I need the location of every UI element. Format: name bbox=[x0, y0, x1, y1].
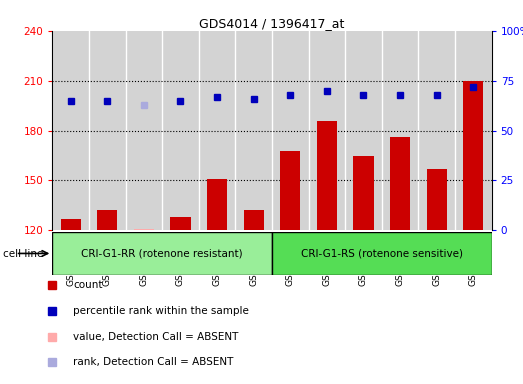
Bar bbox=[354, 156, 373, 230]
Bar bbox=[280, 151, 300, 230]
Text: rank, Detection Call = ABSENT: rank, Detection Call = ABSENT bbox=[73, 358, 234, 367]
Bar bbox=[463, 81, 483, 230]
Bar bbox=[134, 229, 154, 230]
Text: value, Detection Call = ABSENT: value, Detection Call = ABSENT bbox=[73, 332, 238, 342]
Text: cell line: cell line bbox=[3, 249, 43, 259]
Title: GDS4014 / 1396417_at: GDS4014 / 1396417_at bbox=[199, 17, 345, 30]
Text: count: count bbox=[73, 280, 103, 290]
Bar bbox=[97, 210, 117, 230]
Bar bbox=[244, 210, 264, 230]
Bar bbox=[427, 169, 447, 230]
Bar bbox=[61, 219, 81, 230]
Bar bbox=[207, 179, 227, 230]
Text: CRI-G1-RR (rotenone resistant): CRI-G1-RR (rotenone resistant) bbox=[81, 248, 243, 258]
Bar bbox=[170, 217, 190, 230]
Bar bbox=[317, 121, 337, 230]
Text: CRI-G1-RS (rotenone sensitive): CRI-G1-RS (rotenone sensitive) bbox=[301, 248, 463, 258]
Bar bbox=[390, 137, 410, 230]
Bar bbox=[272, 232, 492, 275]
Bar bbox=[52, 232, 272, 275]
Text: percentile rank within the sample: percentile rank within the sample bbox=[73, 306, 249, 316]
